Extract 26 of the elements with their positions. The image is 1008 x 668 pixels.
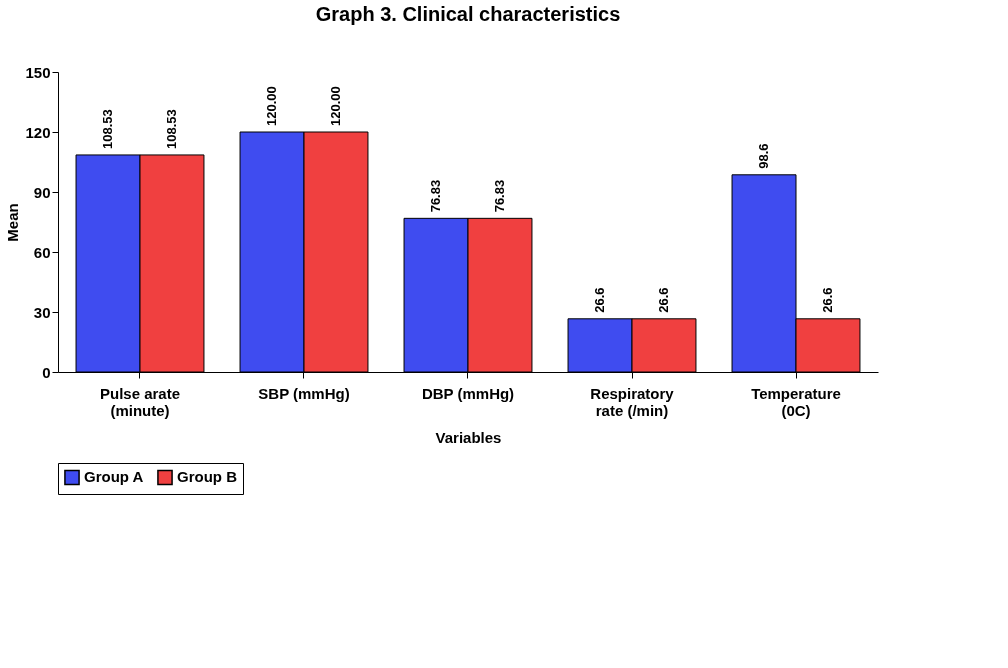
chart-title: Graph 3. Clinical characteristics [315,3,621,25]
y-axis-title: Mean [4,203,22,242]
y-tick-label: 60 [33,243,51,261]
y-tick-label: 0 [42,363,51,381]
data-label: 98.6 [756,143,772,169]
data-label: 120.00 [327,86,343,126]
y-tick-label: 30 [33,303,51,321]
legend-label: Group A [84,468,144,486]
data-label: 26.6 [592,287,608,313]
x-tick-label: SBP (mmHg) [258,384,350,402]
data-label: 26.6 [655,287,671,313]
y-tick-label: 90 [33,183,51,201]
x-axis-title: Variables [435,428,502,446]
data-label: 108.53 [100,109,116,149]
data-label: 76.83 [428,179,444,213]
data-label: 108.53 [163,109,179,149]
y-tick-label: 120 [25,123,51,141]
data-label: 26.6 [819,287,835,313]
y-tick-label: 150 [25,63,51,81]
x-tick-label: Respiratory rate (/min) [590,384,675,419]
data-label: 76.83 [491,179,507,213]
x-tick-label: Pulse arate (minute) [99,384,181,419]
legend-label: Group B [177,468,238,486]
x-tick-label: Temperature (0C) [751,384,841,419]
data-label: 120.00 [264,86,280,126]
x-tick-label: DBP (mmHg) [421,384,515,402]
